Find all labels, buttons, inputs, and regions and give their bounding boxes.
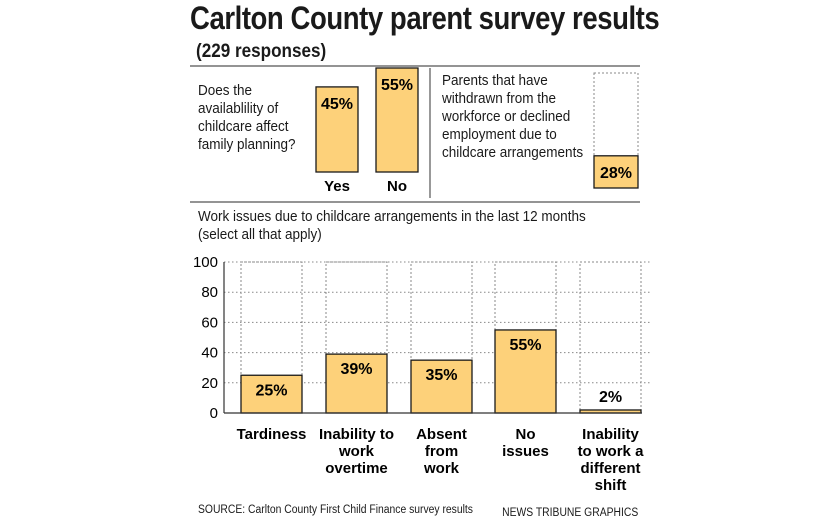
- y-tick-label: 0: [210, 405, 218, 422]
- category-label: work: [338, 443, 375, 460]
- workforce-question: Parents that have withdrawn from the wor…: [442, 72, 583, 162]
- source-note: SOURCE: Carlton County First Child Finan…: [198, 504, 473, 516]
- graphics-credit: NEWS TRIBUNE GRAPHICS: [501, 507, 638, 519]
- category-label: shift: [595, 477, 627, 494]
- workforce-question-line: workforce or declined: [442, 108, 571, 125]
- bar-yes: [315, 86, 359, 173]
- category-label: No: [387, 178, 407, 195]
- category-label: No: [516, 426, 536, 443]
- family-planning-question-line: childcare affect: [198, 118, 289, 135]
- y-tick-label: 20: [201, 375, 218, 392]
- bar-absent-from-work: [410, 359, 473, 414]
- category-label: Inability to: [319, 426, 394, 443]
- bar-inability-to-work-overtime: [325, 353, 388, 414]
- category-label: work: [423, 460, 460, 477]
- bar-outline: [240, 261, 303, 414]
- work-issues-question-line: (select all that apply): [198, 226, 322, 243]
- chart-title: Carlton County parent survey results: [190, 0, 660, 36]
- data-label: 25%: [255, 382, 287, 399]
- category-label: to work a: [578, 443, 645, 460]
- data-label: 35%: [425, 367, 457, 384]
- category-label: Yes: [324, 178, 350, 195]
- work-issues-question: Work issues due to childcare arrangement…: [198, 208, 586, 244]
- category-label: issues: [502, 443, 549, 460]
- family-planning-question: Does the availablility of childcare affe…: [198, 82, 296, 154]
- survey-charts: 45% Yes 55% No 28% 0 20 40 60 80 100 25% Tardiness 39…: [190, 65, 650, 494]
- data-label: 2%: [599, 389, 622, 406]
- bar-outline: [579, 261, 642, 414]
- data-label: 55%: [509, 337, 541, 354]
- data-label: 45%: [321, 96, 353, 113]
- family-planning-question-line: Does the: [198, 82, 253, 99]
- data-label: 39%: [340, 361, 372, 378]
- category-label: different: [581, 460, 641, 477]
- y-tick-label: 40: [201, 345, 218, 362]
- bar-outline: [410, 261, 473, 414]
- y-tick-label: 100: [193, 254, 218, 271]
- y-tick-label: 80: [201, 284, 218, 301]
- bar-no-issues: [494, 329, 557, 414]
- bar-tardiness: [240, 374, 303, 414]
- category-label: Absent: [416, 426, 467, 443]
- y-tick-label: 60: [201, 314, 218, 331]
- workforce-question-line: childcare arrangements: [442, 144, 584, 161]
- family-planning-question-line: family planning?: [198, 136, 296, 153]
- infographic-card: Carlton County parent survey results (22…: [180, 0, 660, 525]
- data-label: 28%: [600, 165, 632, 182]
- category-label: overtime: [325, 460, 388, 477]
- data-label: 55%: [381, 77, 413, 94]
- bar-no: [375, 67, 419, 173]
- workforce-question-line: employment due to: [442, 126, 557, 143]
- chart-subtitle: (229 responses): [196, 41, 327, 62]
- category-label: Tardiness: [237, 426, 307, 443]
- category-label: from: [425, 443, 458, 460]
- bar-withdrawn: [593, 155, 639, 189]
- category-label: Inability: [582, 426, 639, 443]
- workforce-question-line: Parents that have: [442, 72, 548, 89]
- work-issues-question-line: Work issues due to childcare arrangement…: [198, 208, 586, 225]
- bar-outline: [325, 261, 388, 414]
- workforce-question-line: withdrawn from the: [442, 90, 557, 107]
- family-planning-question-line: availablility of: [198, 100, 279, 117]
